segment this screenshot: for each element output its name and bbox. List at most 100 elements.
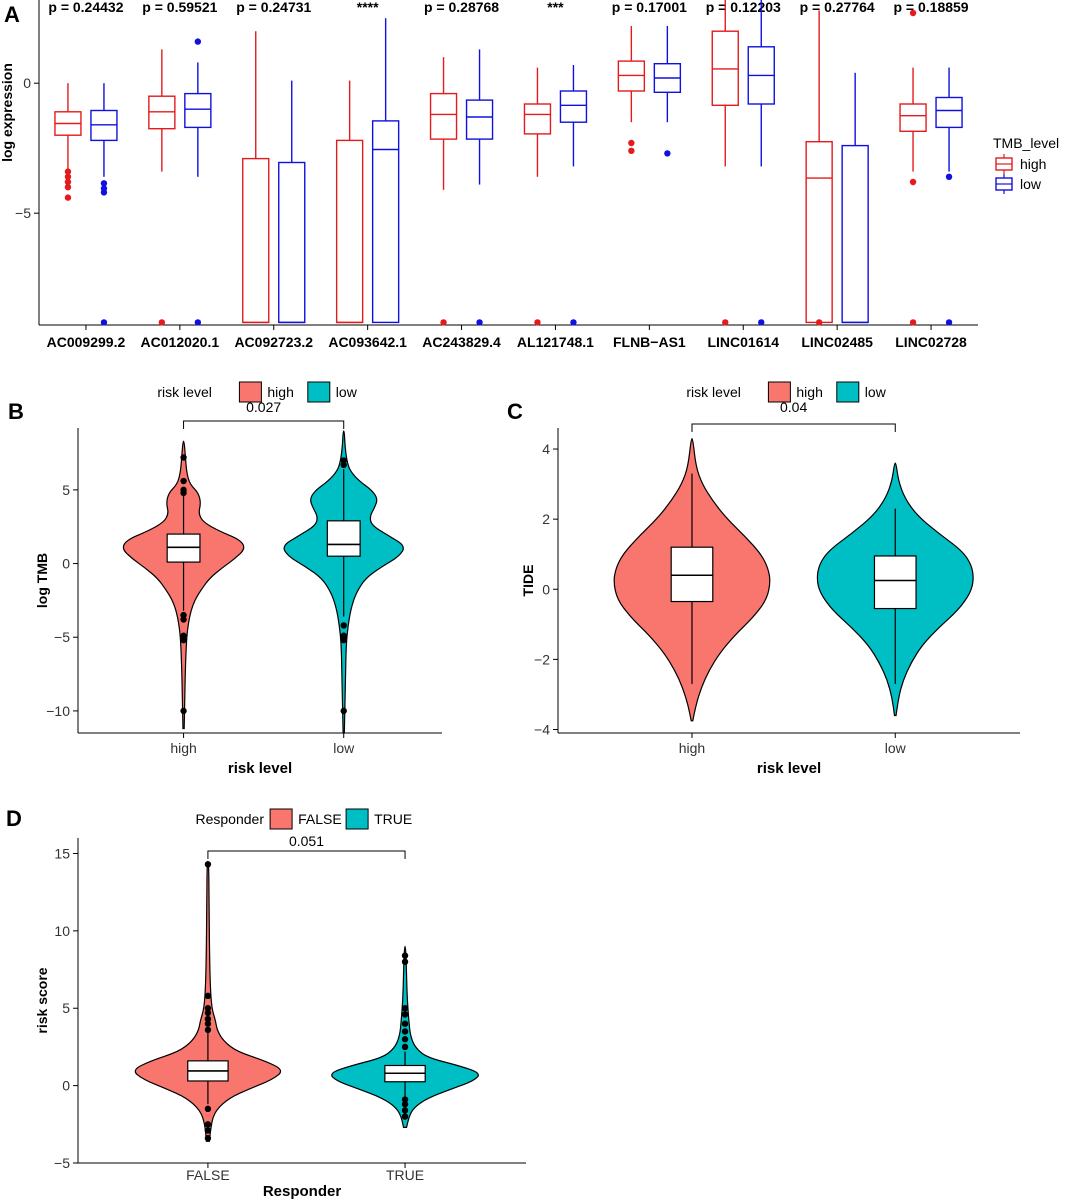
- outlier-point: [204, 861, 212, 868]
- outlier-point: [628, 147, 635, 154]
- y-tick-label: −10: [46, 703, 70, 719]
- outlier-point: [340, 457, 347, 464]
- outlier-point: [440, 319, 447, 326]
- outlier-point: [340, 622, 347, 629]
- outlier-point: [664, 150, 671, 157]
- outlier-point: [476, 319, 483, 326]
- bracket-line: [207, 850, 406, 859]
- box-iqr: [326, 520, 361, 557]
- outlier-point: [100, 189, 108, 196]
- violin-high: [122, 440, 245, 730]
- outlier-point: [340, 707, 347, 715]
- x-tick-label: TRUE: [386, 1167, 424, 1183]
- legend-key: [238, 381, 262, 403]
- outlier-point: [401, 958, 409, 966]
- box-low: [278, 80, 306, 324]
- outlier-point: [401, 1043, 409, 1051]
- outlier-point: [204, 1121, 212, 1128]
- outlier-point: [180, 454, 187, 461]
- box-iqr: [465, 99, 494, 140]
- outlier-point: [204, 1127, 212, 1134]
- box-high: [335, 80, 364, 324]
- pvalue-label: 0.027: [246, 399, 281, 415]
- legend-title: TMB_level: [993, 135, 1059, 151]
- outlier-point: [401, 1107, 409, 1114]
- outlier-point: [204, 1105, 212, 1113]
- box-high: [148, 49, 176, 326]
- y-tick-label: 0: [62, 1078, 70, 1094]
- pvalue-label: 0.04: [780, 399, 807, 415]
- outlier-point: [180, 616, 187, 623]
- outlier-point: [194, 319, 202, 326]
- panel-label: B: [8, 399, 24, 424]
- outlier-point: [401, 1005, 409, 1012]
- outlier-point: [158, 319, 166, 326]
- box-iqr: [873, 555, 917, 610]
- outlier-point: [401, 1035, 409, 1043]
- legend-entry: FALSE: [298, 811, 342, 827]
- legend-title: risk level: [686, 384, 740, 400]
- outlier-point: [758, 319, 765, 326]
- outlier-point: [180, 632, 187, 639]
- outlier-point: [945, 173, 953, 180]
- legend: risk level high low: [157, 381, 358, 403]
- outlier-point: [534, 319, 541, 326]
- box-high: [899, 9, 927, 326]
- legend-key: [767, 381, 791, 403]
- box-high: [429, 57, 458, 326]
- outlier-point: [401, 1020, 409, 1027]
- box-iqr: [335, 139, 364, 324]
- y-tick-label: −5: [54, 629, 70, 645]
- x-tick-label: high: [679, 740, 705, 756]
- y-axis-label: log expression: [0, 63, 15, 162]
- box-iqr: [841, 144, 869, 324]
- x-tick-label: low: [885, 740, 907, 756]
- violin-low: [283, 430, 404, 734]
- pvalue-label: p = 0.27764: [800, 0, 875, 15]
- pvalue-label: p = 0.24731: [236, 0, 311, 15]
- box-iqr: [184, 92, 212, 129]
- legend-entry: low: [865, 384, 887, 400]
- significance-bracket: 0.051: [207, 833, 406, 859]
- outlier-point: [64, 168, 72, 175]
- box-low: [559, 65, 588, 326]
- outlier-point: [180, 486, 187, 494]
- outlier-point: [204, 1020, 212, 1027]
- x-tick-label: high: [170, 740, 196, 756]
- legend-key: [345, 808, 369, 830]
- x-axis-label: risk level: [228, 760, 292, 777]
- legend-key: [307, 381, 331, 403]
- outlier-point: [340, 461, 347, 469]
- y-tick-label: 5: [62, 1000, 70, 1016]
- box-iqr: [559, 90, 588, 123]
- legend-title: risk level: [157, 384, 211, 400]
- outlier-point: [64, 178, 72, 186]
- x-tick-label: AC243829.4: [422, 334, 501, 350]
- outlier-point: [204, 992, 212, 1000]
- y-axis-label: log TMB: [34, 553, 50, 608]
- box-low: [465, 49, 494, 326]
- box-iqr: [935, 96, 963, 129]
- legend-entry: TRUE: [374, 811, 412, 827]
- legend-title: Responder: [196, 811, 265, 827]
- y-tick-label: −2: [534, 651, 550, 667]
- outlier-point: [570, 319, 577, 326]
- box-high: [242, 31, 270, 324]
- pvalue-label: p = 0.17001: [612, 0, 687, 15]
- x-tick-label: FALSE: [186, 1167, 230, 1183]
- panel-label: C: [507, 399, 523, 424]
- x-tick-label: LINC02728: [895, 334, 967, 350]
- x-tick-label: AC009299.2: [47, 334, 126, 350]
- x-axis-label: Responder: [263, 1183, 342, 1199]
- pvalue-label: p = 0.59521: [142, 0, 217, 15]
- box-low: [935, 67, 963, 326]
- y-tick-label: 4: [542, 441, 550, 457]
- legend-entry-high: high: [1020, 156, 1046, 172]
- box-low: [90, 83, 118, 326]
- box-iqr: [242, 157, 270, 324]
- y-tick-label: −5: [54, 1155, 70, 1171]
- outlier-point: [204, 1015, 212, 1023]
